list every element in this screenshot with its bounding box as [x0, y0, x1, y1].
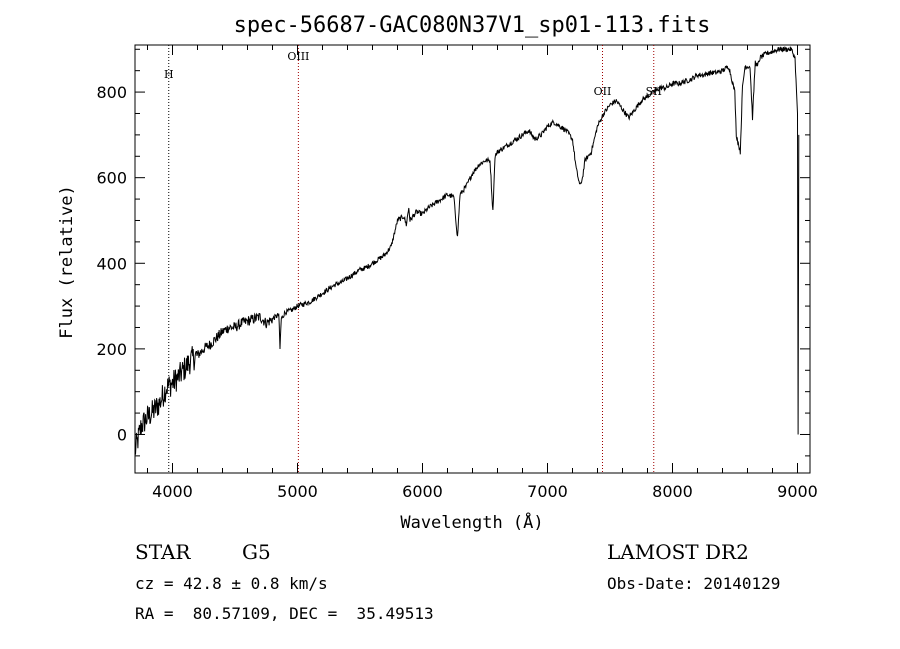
x-tick-label: 9000 [777, 482, 818, 501]
object-class: STAR [135, 540, 191, 564]
x-tick-label: 6000 [402, 482, 443, 501]
x-tick-label: 5000 [277, 482, 318, 501]
plot-frame [134, 44, 811, 474]
marker-label-oii: OII [594, 85, 612, 98]
coordinates: RA = 80.57109, DEC = 35.49513 [135, 604, 434, 623]
x-tick-label: 4000 [152, 482, 193, 501]
axis-ticks: 4000 5000 6000 7000 8000 9000 0 200 400 600 800 [96, 45, 818, 501]
y-tick-label: 400 [96, 254, 127, 273]
object-subclass: G5 [242, 540, 271, 564]
x-tick-label: 7000 [527, 482, 568, 501]
y-tick-label: 800 [96, 83, 127, 102]
velocity-readout: cz = 42.8 ± 0.8 km/s [135, 574, 328, 593]
y-tick-label: 600 [96, 169, 127, 188]
chart-title: spec-56687-GAC080N37V1_sp01-113.fits [234, 13, 711, 38]
y-axis-label: Flux (relative) [57, 185, 77, 339]
y-tick-label: 200 [96, 340, 127, 359]
marker-label-h: H [164, 68, 174, 81]
marker-label-oiii: OIII [287, 50, 309, 63]
survey-name: LAMOST DR2 [607, 540, 749, 564]
x-tick-label: 8000 [652, 482, 693, 501]
y-tick-label: 0 [117, 425, 127, 444]
x-axis-label: Wavelength (Å) [400, 511, 543, 533]
spectrum-line [134, 45, 800, 455]
observation-date: Obs-Date: 20140129 [607, 574, 781, 593]
